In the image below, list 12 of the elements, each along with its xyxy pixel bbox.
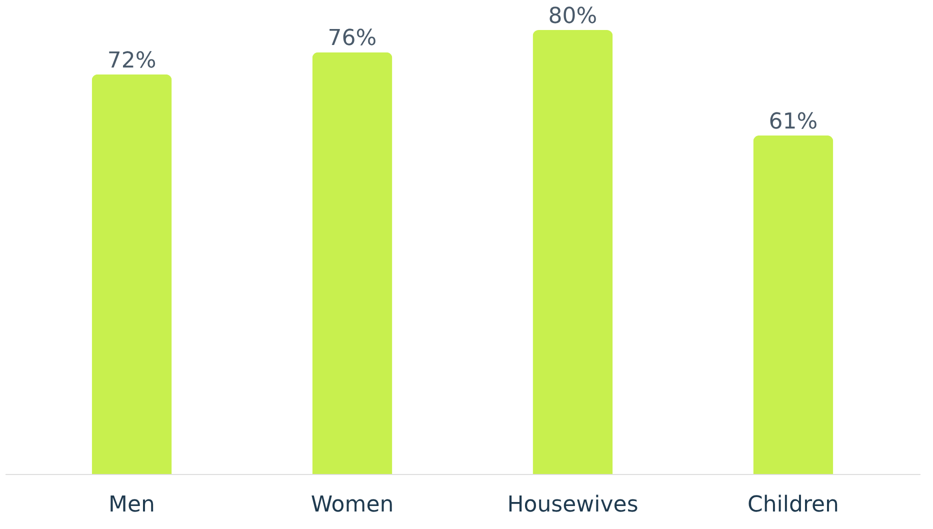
data-label: 72% bbox=[107, 48, 156, 74]
data-label: 76% bbox=[328, 26, 377, 52]
data-label: 61% bbox=[768, 109, 818, 134]
x-tick-label: Housewives bbox=[507, 492, 638, 518]
x-tick-label: Children bbox=[747, 492, 839, 518]
bar bbox=[532, 30, 613, 474]
bar bbox=[312, 52, 392, 474]
bar bbox=[92, 74, 172, 474]
x-tick-label: Men bbox=[108, 492, 156, 518]
x-tick-label: Women bbox=[310, 492, 394, 518]
bar bbox=[753, 135, 834, 474]
data-label: 80% bbox=[548, 4, 598, 29]
